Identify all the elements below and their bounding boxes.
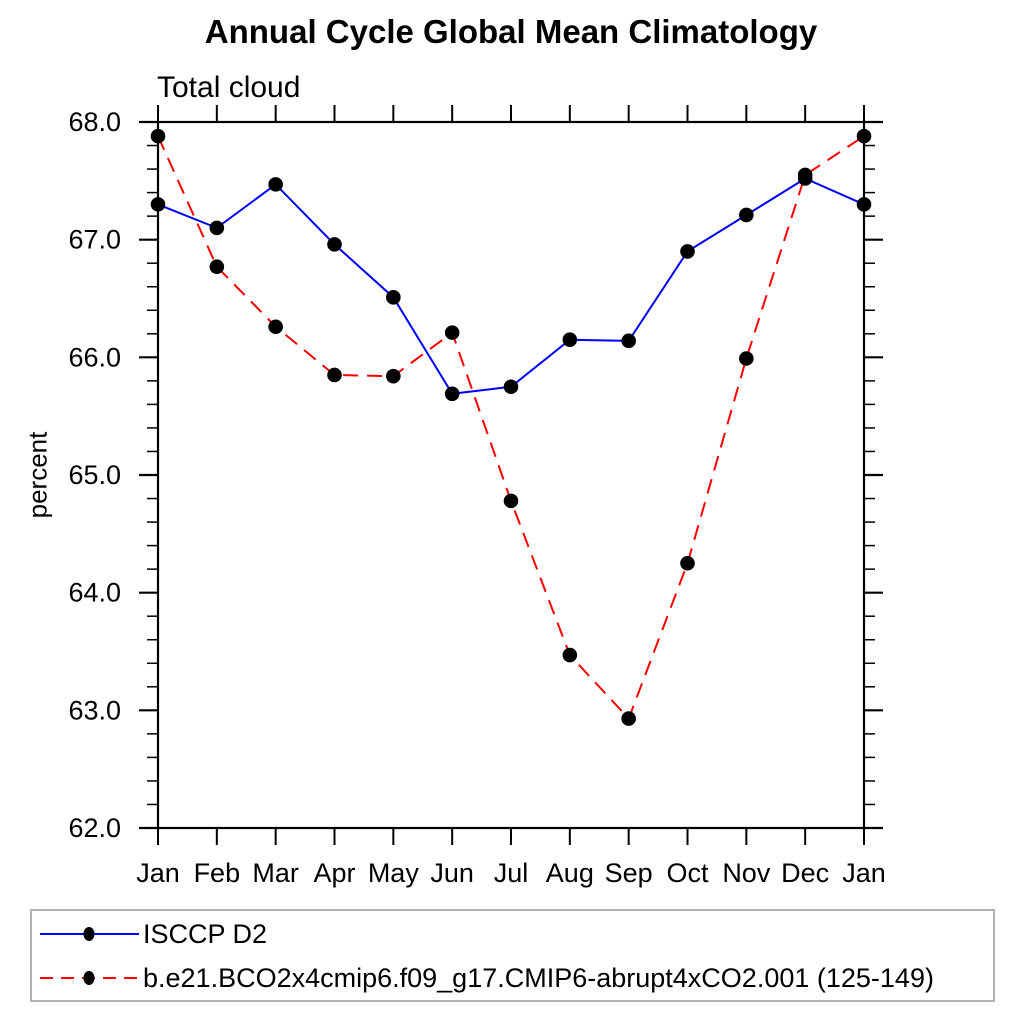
- data-point-marker-0: [503, 379, 519, 395]
- y-tick-label: 68.0: [68, 107, 121, 137]
- legend-item-model: b.e21.BCO2x4cmip6.f09_g17.CMIP6-abrupt4x…: [37, 961, 934, 995]
- data-point-marker-1: [150, 128, 166, 144]
- x-tick-label: Jan: [136, 858, 180, 888]
- chart-title: Annual Cycle Global Mean Climatology: [204, 13, 818, 50]
- x-tick-label: Nov: [722, 858, 771, 888]
- data-point-marker-0: [209, 220, 225, 236]
- chart-subtitle: Total cloud: [157, 71, 301, 104]
- data-point-marker-0: [150, 197, 166, 212]
- data-point-marker-0: [327, 237, 342, 252]
- data-point-marker-1: [856, 128, 872, 144]
- data-point-marker-1: [209, 259, 225, 275]
- x-tick-label: Dec: [781, 858, 829, 888]
- series-line-0: [157, 177, 865, 395]
- data-point-marker-0: [444, 386, 460, 402]
- y-tick-label: 66.0: [68, 342, 121, 372]
- x-tick-label: Jan: [842, 858, 886, 888]
- data-point-marker-1: [562, 647, 578, 663]
- x-tick-label: Apr: [313, 858, 355, 888]
- series-line-1: [157, 135, 865, 721]
- y-tick-label: 65.0: [68, 460, 121, 490]
- data-point-marker-0: [680, 244, 695, 259]
- x-tick-label: Oct: [666, 858, 709, 888]
- legend-sample-dashed-line: [40, 971, 139, 985]
- x-tick-label: Aug: [546, 858, 594, 888]
- plot-frame: [156, 120, 866, 830]
- legend-item-obs: ISCCP D2: [37, 917, 267, 951]
- data-point-marker-0: [268, 177, 283, 192]
- x-tick-label: Sep: [605, 858, 653, 888]
- data-point-marker-1: [327, 367, 342, 383]
- data-point-marker-0: [856, 197, 872, 212]
- data-point-marker-1: [621, 711, 636, 726]
- legend-box: ISCCP D2 b.e21.BCO2x4cmip6.f09_g17.CMIP6…: [30, 909, 995, 1002]
- data-point-marker-0: [621, 333, 636, 349]
- data-point-marker-1: [386, 368, 401, 384]
- x-tick-label: Feb: [194, 858, 241, 888]
- data-point-marker-1: [268, 319, 283, 335]
- data-point-marker-0: [386, 290, 401, 305]
- x-tick-label: Mar: [252, 858, 299, 888]
- data-point-marker-1: [680, 555, 695, 571]
- plot-svg: 62.0 63.0 64.0 65.0 66.0 67.0 68.0 Jan Feb Mar Apr…: [68, 105, 886, 888]
- x-tick-label: May: [368, 858, 420, 888]
- y-tick-label: 63.0: [68, 695, 121, 725]
- data-point-marker-1: [444, 325, 460, 340]
- legend-marker-dot: [83, 927, 95, 941]
- legend-label-model: b.e21.BCO2x4cmip6.f09_g17.CMIP6-abrupt4x…: [143, 962, 934, 993]
- legend-marker-dot: [83, 971, 95, 985]
- y-tick-label: 62.0: [68, 813, 121, 843]
- data-point-marker-0: [562, 332, 578, 347]
- data-point-marker-1: [739, 351, 754, 366]
- y-tick-label: 64.0: [68, 578, 121, 608]
- x-tick-label: Jul: [494, 858, 529, 888]
- data-point-marker-1: [797, 167, 813, 183]
- legend-label-obs: ISCCP D2: [143, 918, 268, 949]
- x-tick-label: Jun: [430, 858, 474, 888]
- data-point-marker-1: [503, 493, 519, 509]
- legend-sample-solid-line: [40, 927, 139, 941]
- y-tick-label: 67.0: [68, 225, 121, 255]
- data-point-marker-0: [739, 207, 754, 223]
